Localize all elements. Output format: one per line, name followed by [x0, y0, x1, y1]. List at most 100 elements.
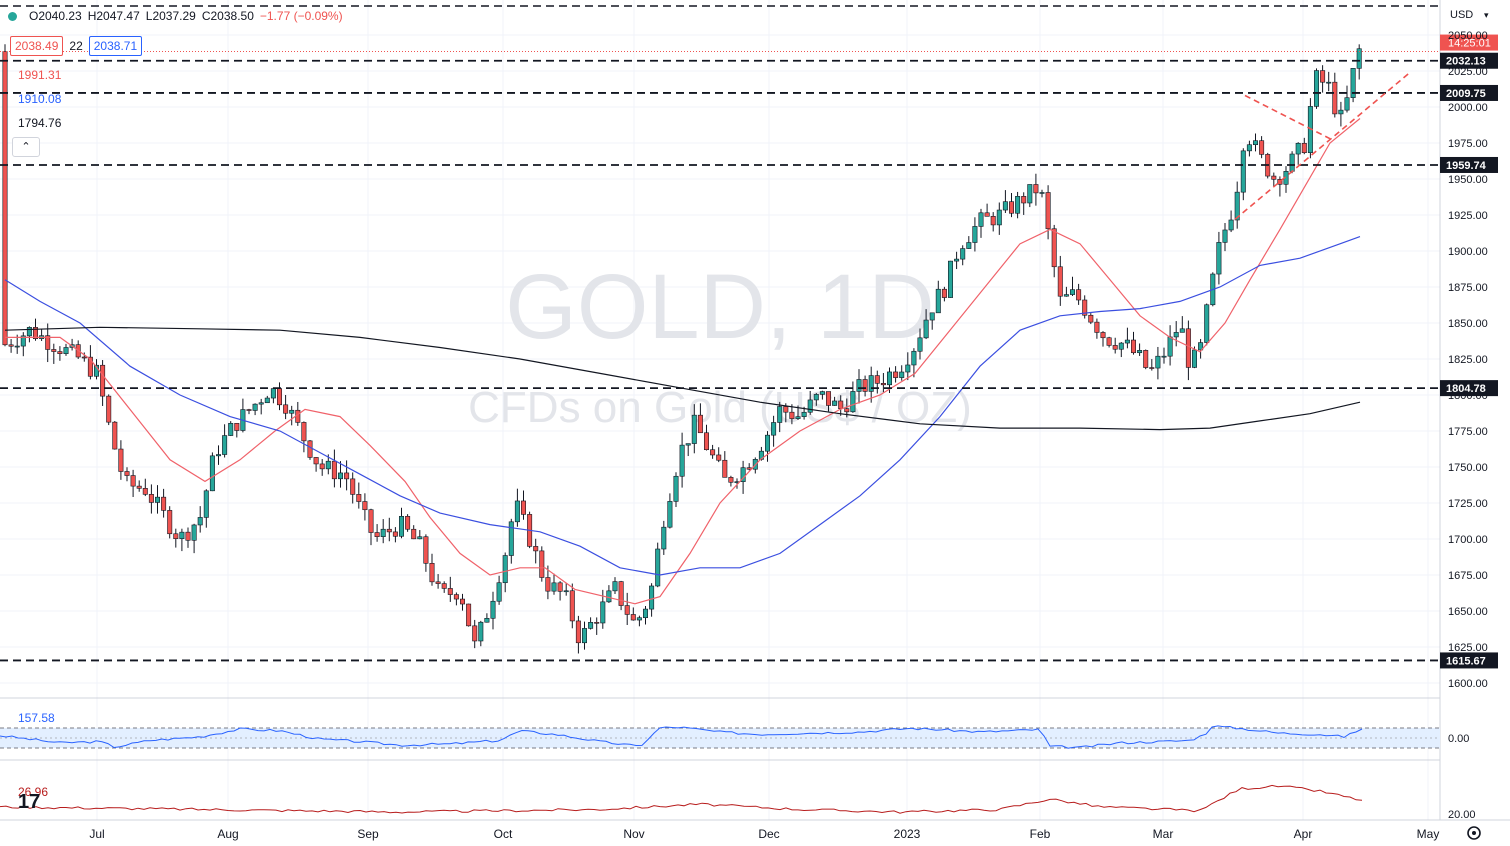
candle[interactable]	[588, 622, 594, 629]
candle[interactable]	[1228, 219, 1234, 231]
candle[interactable]	[203, 490, 209, 518]
candle[interactable]	[1100, 332, 1106, 339]
candle[interactable]	[252, 403, 258, 411]
candle[interactable]	[161, 496, 167, 511]
candle[interactable]	[484, 618, 490, 623]
candle[interactable]	[392, 531, 398, 537]
candle[interactable]	[14, 345, 20, 348]
candle[interactable]	[374, 532, 380, 537]
candle[interactable]	[581, 628, 587, 644]
candle[interactable]	[655, 548, 661, 587]
candle[interactable]	[978, 212, 984, 227]
candle[interactable]	[1192, 349, 1198, 368]
candle[interactable]	[1198, 342, 1204, 351]
candle[interactable]	[1112, 345, 1118, 350]
candle[interactable]	[1314, 70, 1320, 107]
candle[interactable]	[459, 598, 465, 605]
candle[interactable]	[258, 402, 264, 405]
candle[interactable]	[246, 409, 252, 411]
collapse-legend-button[interactable]: ⌃	[12, 137, 40, 157]
candle[interactable]	[386, 528, 392, 533]
candle[interactable]	[197, 517, 203, 526]
candle[interactable]	[453, 594, 459, 600]
candle[interactable]	[825, 391, 831, 406]
candle[interactable]	[368, 509, 374, 533]
candle[interactable]	[1131, 339, 1137, 354]
trendline-lower[interactable]	[1234, 71, 1411, 220]
candle[interactable]	[777, 406, 783, 423]
candle[interactable]	[1155, 355, 1161, 369]
candle[interactable]	[124, 471, 130, 476]
candle[interactable]	[1320, 70, 1326, 83]
candle[interactable]	[1094, 321, 1100, 333]
candle[interactable]	[935, 288, 941, 314]
candle[interactable]	[1338, 109, 1344, 115]
candle[interactable]	[466, 603, 472, 627]
candle[interactable]	[87, 356, 93, 377]
candle[interactable]	[301, 422, 307, 442]
candle[interactable]	[563, 590, 569, 593]
candle[interactable]	[1222, 229, 1228, 243]
candle[interactable]	[423, 536, 429, 564]
candle[interactable]	[722, 459, 728, 478]
candle[interactable]	[1301, 142, 1307, 154]
candle[interactable]	[405, 516, 411, 530]
candle[interactable]	[228, 423, 234, 436]
candle[interactable]	[508, 521, 514, 556]
candle[interactable]	[8, 344, 14, 347]
currency-label[interactable]: USD	[1450, 9, 1473, 21]
candle[interactable]	[893, 371, 899, 378]
candle[interactable]	[838, 400, 844, 410]
candle[interactable]	[716, 454, 722, 461]
candle[interactable]	[490, 600, 496, 619]
candle[interactable]	[996, 209, 1002, 226]
candle[interactable]	[557, 582, 563, 592]
candle[interactable]	[807, 399, 813, 413]
candle[interactable]	[1240, 150, 1246, 193]
candle[interactable]	[533, 546, 539, 552]
candle[interactable]	[307, 440, 313, 458]
candle[interactable]	[173, 533, 179, 539]
candle[interactable]	[356, 494, 362, 502]
candle[interactable]	[1185, 328, 1191, 368]
candle[interactable]	[112, 421, 118, 450]
candle[interactable]	[545, 577, 551, 592]
candle[interactable]	[191, 524, 197, 541]
candle[interactable]	[569, 590, 575, 622]
price-axis[interactable]: 2050.00 2025.00 2000.00 1975.00 1950.00 1925.…	[1448, 9, 1489, 821]
candle[interactable]	[447, 588, 453, 595]
candle[interactable]	[270, 388, 276, 399]
candle[interactable]	[649, 585, 655, 610]
candle[interactable]	[886, 371, 892, 386]
candle[interactable]	[947, 260, 953, 298]
candle[interactable]	[478, 621, 484, 642]
candle[interactable]	[185, 531, 191, 541]
candle[interactable]	[1082, 299, 1088, 316]
candle[interactable]	[1015, 196, 1021, 214]
candle[interactable]	[661, 526, 667, 550]
candle[interactable]	[441, 583, 447, 589]
candle[interactable]	[234, 423, 240, 431]
candle[interactable]	[954, 258, 960, 262]
candle[interactable]	[209, 455, 215, 492]
candle[interactable]	[1002, 201, 1008, 211]
candle[interactable]	[1179, 328, 1185, 333]
candle[interactable]	[264, 397, 270, 404]
candle[interactable]	[1332, 81, 1338, 115]
candle[interactable]	[984, 212, 990, 217]
candle[interactable]	[148, 494, 154, 503]
candle[interactable]	[764, 434, 770, 452]
candle[interactable]	[685, 443, 691, 446]
candle[interactable]	[417, 536, 423, 540]
candle[interactable]	[636, 617, 642, 621]
candle[interactable]	[167, 510, 173, 535]
candle[interactable]	[862, 379, 868, 392]
candle[interactable]	[1076, 289, 1082, 301]
candle[interactable]	[1143, 350, 1149, 368]
candle[interactable]	[795, 416, 801, 419]
candle[interactable]	[520, 500, 526, 515]
candle[interactable]	[1070, 289, 1076, 295]
candle[interactable]	[1027, 184, 1033, 204]
candle[interactable]	[380, 528, 386, 537]
